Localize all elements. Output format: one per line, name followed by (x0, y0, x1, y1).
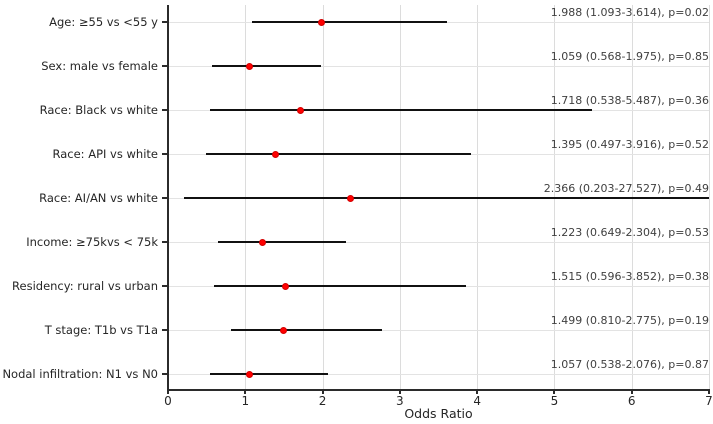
odds-ratio-marker (281, 282, 289, 290)
y-axis-spine (167, 5, 169, 389)
x-tick-label: 0 (164, 394, 172, 408)
category-label: Age: ≥55 vs <55 y (49, 15, 158, 29)
x-axis-tick (708, 389, 710, 394)
odds-ratio-marker (297, 106, 305, 114)
estimate-annotation: 1.223 (0.649-2.304), p=0.53 (550, 226, 709, 239)
y-axis-tick (162, 285, 168, 287)
confidence-interval-line (214, 285, 466, 287)
odds-ratio-marker (318, 18, 326, 26)
category-label: T stage: T1b vs T1a (44, 323, 158, 337)
estimate-annotation: 1.718 (0.538-5.487), p=0.36 (550, 94, 709, 107)
x-axis-tick (553, 389, 556, 394)
estimate-annotation: 1.395 (0.497-3.916), p=0.52 (550, 138, 709, 151)
odds-ratio-marker (246, 62, 254, 70)
x-tick-label: 5 (550, 394, 559, 408)
estimate-annotation: 1.059 (0.568-1.975), p=0.85 (550, 50, 709, 63)
category-label: Race: API vs white (52, 147, 159, 161)
y-axis-tick (162, 373, 168, 375)
y-axis-tick (162, 153, 168, 155)
category-label: Sex: male vs female (41, 59, 158, 73)
category-label: Race: AI/AN vs white (39, 191, 158, 205)
x-axis-tick (167, 389, 169, 394)
y-gridline (168, 66, 709, 67)
x-axis-tick (398, 389, 401, 394)
y-gridline (168, 374, 709, 375)
category-label: Residency: rural vs urban (12, 279, 158, 293)
estimate-annotation: 1.499 (0.810-2.775), p=0.19 (550, 314, 709, 327)
y-gridline (168, 242, 709, 243)
x-tick-label: 2 (318, 394, 327, 408)
confidence-interval-line (183, 197, 709, 199)
odds-ratio-marker (259, 238, 267, 246)
odds-ratio-marker (347, 194, 355, 202)
x-gridline (709, 5, 710, 389)
y-axis-tick (162, 65, 168, 67)
y-gridline (168, 330, 709, 331)
estimate-annotation: 1.515 (0.596-3.852), p=0.38 (550, 270, 709, 283)
estimate-annotation: 1.057 (0.538-2.076), p=0.87 (550, 358, 709, 371)
y-axis-tick (162, 329, 168, 331)
estimate-annotation: 2.366 (0.203-27.527), p=0.49 (543, 182, 709, 195)
category-label: Income: ≥75kvs < 75k (26, 235, 158, 249)
confidence-interval-line (209, 109, 593, 111)
x-axis-tick (476, 389, 479, 394)
x-axis-title: Odds Ratio (404, 406, 473, 421)
x-gridline (168, 5, 169, 389)
category-label: Nodal infiltration: N1 vs N0 (2, 367, 158, 381)
confidence-interval-line (230, 329, 383, 331)
x-tick-label: 1 (241, 394, 250, 408)
odds-ratio-marker (272, 150, 280, 158)
y-axis-tick (162, 241, 168, 243)
confidence-interval-line (218, 241, 347, 243)
x-axis-spine (167, 389, 710, 391)
estimate-annotation: 1.988 (1.093-3.614), p=0.02 (550, 6, 709, 19)
x-axis-tick (630, 389, 633, 394)
odds-ratio-marker (246, 370, 254, 378)
confidence-interval-line (211, 65, 321, 67)
y-axis-tick (162, 109, 168, 111)
confidence-interval-line (252, 21, 448, 23)
x-axis-tick (244, 389, 247, 394)
y-axis-tick (162, 21, 168, 23)
y-axis-tick (162, 197, 168, 199)
x-axis-tick (321, 389, 324, 394)
x-tick-label: 4 (473, 394, 481, 408)
x-tick-label: 6 (627, 394, 636, 408)
confidence-interval-line (209, 373, 329, 375)
x-tick-label: 7 (705, 394, 713, 408)
x-tick-label: 3 (396, 394, 404, 408)
category-label: Race: Black vs white (39, 103, 158, 117)
confidence-interval-line (206, 153, 471, 155)
odds-ratio-marker (280, 326, 288, 334)
